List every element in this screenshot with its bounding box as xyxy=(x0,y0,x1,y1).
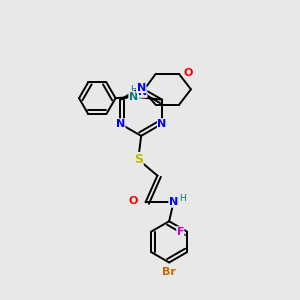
Text: N: N xyxy=(169,197,178,207)
Text: N: N xyxy=(136,82,146,93)
Text: O: O xyxy=(184,68,193,78)
Text: H: H xyxy=(179,194,186,203)
Text: O: O xyxy=(129,196,138,206)
Text: S: S xyxy=(134,153,143,166)
Text: N: N xyxy=(116,119,125,129)
Text: H: H xyxy=(130,85,137,94)
Text: N: N xyxy=(158,119,167,129)
Text: N: N xyxy=(138,87,147,97)
Text: N: N xyxy=(129,92,138,102)
Text: F: F xyxy=(176,226,184,237)
Text: Br: Br xyxy=(162,267,176,277)
